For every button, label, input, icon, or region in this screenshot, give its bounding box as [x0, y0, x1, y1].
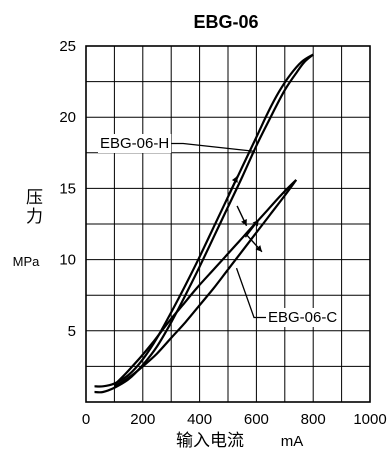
plot-frame	[85, 45, 371, 403]
x-axis-label: 输入电流	[176, 431, 244, 451]
x-tick-label: 200	[130, 411, 155, 428]
ebg-06-c-rising-curve	[113, 179, 298, 388]
ebg-06-c-decrease-arrow-head	[255, 245, 262, 252]
chart-title: EBG-06	[193, 12, 258, 32]
y-tick-label: 25	[59, 38, 76, 55]
series-annotations: EBG-06-H EBG-06-C	[98, 134, 340, 327]
ebg-06-c-label: EBG-06-C	[268, 309, 337, 326]
ebg-06-h-decrease-arrow-head	[241, 219, 247, 226]
ebg-06-c-decrease-arrow	[246, 234, 263, 253]
chart-series	[94, 53, 314, 394]
x-tick-label: 1000	[353, 411, 386, 428]
ebg-06-c-increase-arrow-head	[252, 219, 259, 227]
ebg-06-h-leader-line	[171, 142, 256, 153]
ebg-06-h-increase-arrow-head	[231, 176, 238, 183]
y-tick-label: 20	[59, 109, 76, 126]
ebg-06-c-leader-line	[235, 267, 266, 319]
ebg-06-c-falling-curve	[113, 179, 297, 386]
x-tick-label: 400	[187, 411, 212, 428]
y-tick-label: 10	[59, 252, 76, 269]
x-axis-label-group: 输入电流 mA	[176, 431, 303, 451]
y-axis-label: 压力	[22, 188, 43, 226]
y-tick-label: 15	[59, 180, 76, 197]
ebg-06-h-rising-curve	[94, 53, 314, 394]
chart-grid	[86, 46, 370, 402]
y-tick-label: 5	[68, 323, 76, 340]
ebg-06-h-increase-arrow	[227, 175, 239, 197]
ebg-06-h-label: EBG-06-H	[100, 135, 169, 152]
tick-labels: 0 200 400 600 800 1000 5 10 15 20 25	[59, 38, 386, 428]
x-axis-unit: mA	[281, 433, 304, 450]
x-tick-label: 600	[244, 411, 269, 428]
hysteresis-arrows	[227, 175, 263, 253]
ebg-06-h-label-bg	[98, 134, 172, 153]
ebg-06-h-decrease-arrow	[236, 205, 248, 227]
ebg-06-c-label-bg	[266, 308, 340, 327]
ebg-06-c-increase-arrow	[244, 219, 260, 238]
ebg-06-h-falling-curve	[94, 53, 314, 388]
x-tick-label: 0	[82, 411, 90, 428]
x-tick-label: 800	[301, 411, 326, 428]
y-axis-unit: MPa	[13, 254, 41, 269]
